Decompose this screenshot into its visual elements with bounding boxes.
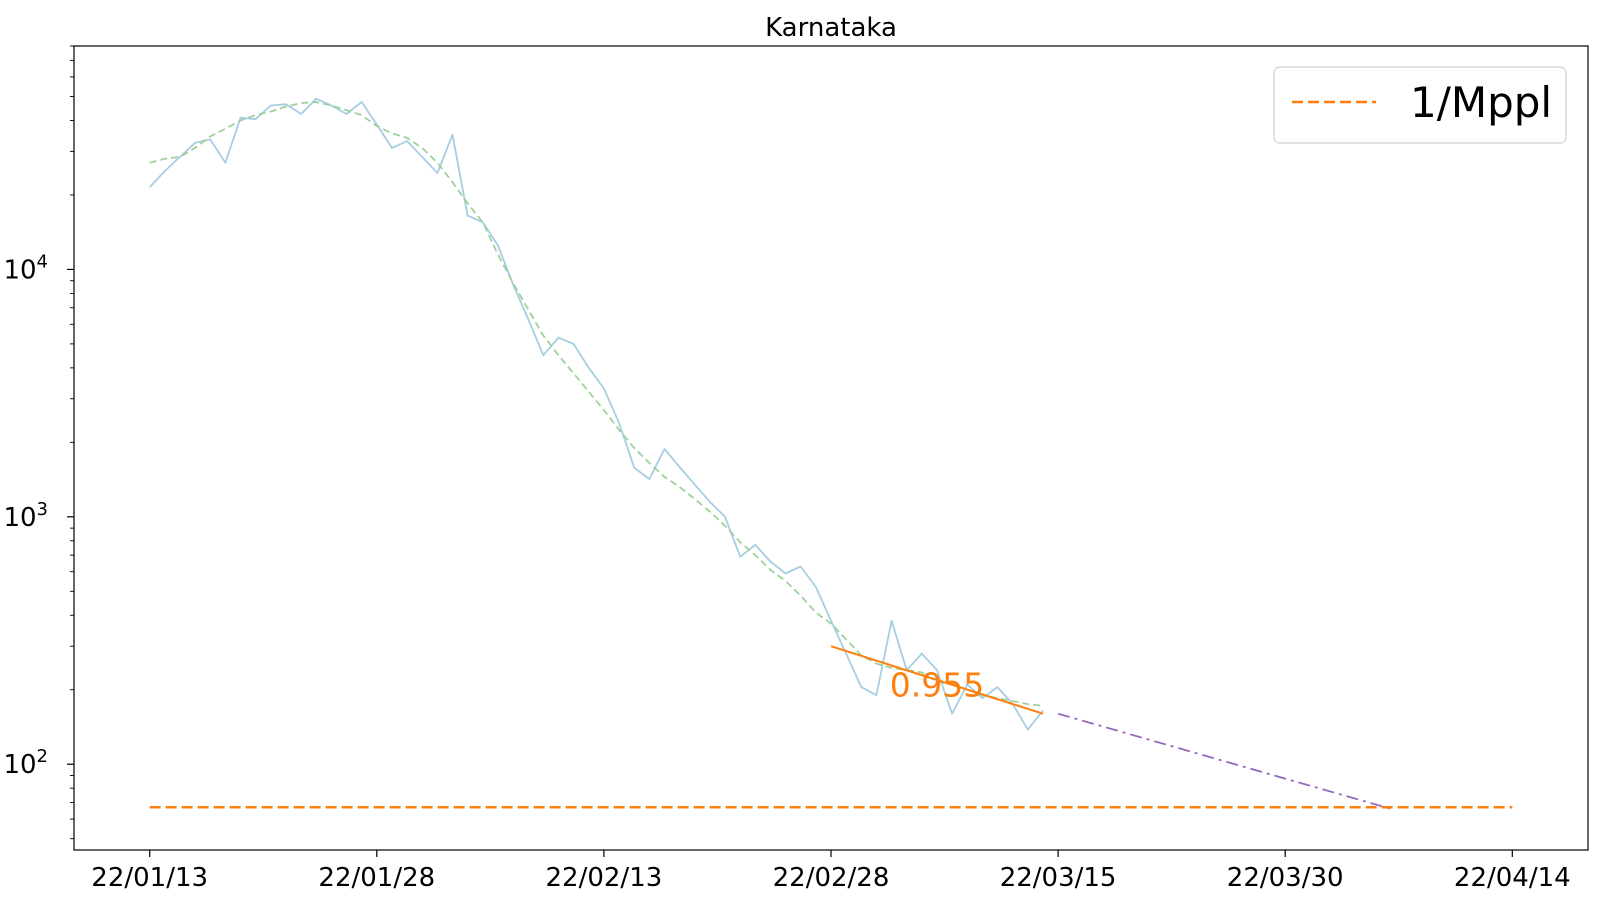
x-tick-label: 22/03/15 <box>1000 863 1117 893</box>
series-line-projection <box>1057 712 1392 810</box>
x-tick-label: 22/02/13 <box>546 863 663 893</box>
series-line-smoothed <box>149 101 1044 707</box>
legend-label-threshold: 1/Mppl <box>1410 78 1552 127</box>
series-line-daily <box>149 97 1044 731</box>
plot-frame <box>73 45 1589 851</box>
y-tick-label: 102 <box>3 746 48 780</box>
x-tick-label: 22/01/28 <box>318 863 435 893</box>
series-layer <box>149 97 1513 810</box>
annotation-label-0: 0.955 <box>890 665 984 704</box>
y-tick-label: 103 <box>3 499 48 533</box>
y-tick-exponent: 4 <box>37 251 48 272</box>
x-axis: 22/01/13 22/01/28 22/02/13 22/02/28 22/03/15… <box>91 850 1571 893</box>
x-tick-label: 22/02/28 <box>773 863 890 893</box>
y-axis: 102 103 104 <box>3 45 74 840</box>
y-tick-exponent: 3 <box>37 499 48 520</box>
x-tick-label: 22/01/13 <box>91 863 208 893</box>
x-tick-label: 22/04/14 <box>1454 863 1571 893</box>
legend-box <box>1273 66 1567 144</box>
y-tick-label: 104 <box>3 251 48 285</box>
series-line-fit <box>830 645 1044 715</box>
plot-background <box>74 46 1588 850</box>
legend: 1/Mppl <box>1273 66 1567 144</box>
y-tick-exponent: 2 <box>37 746 48 767</box>
chart-title: Karnataka <box>765 13 897 43</box>
x-tick-label: 22/03/30 <box>1227 863 1344 893</box>
annotation-layer: 0.955 <box>890 665 984 704</box>
